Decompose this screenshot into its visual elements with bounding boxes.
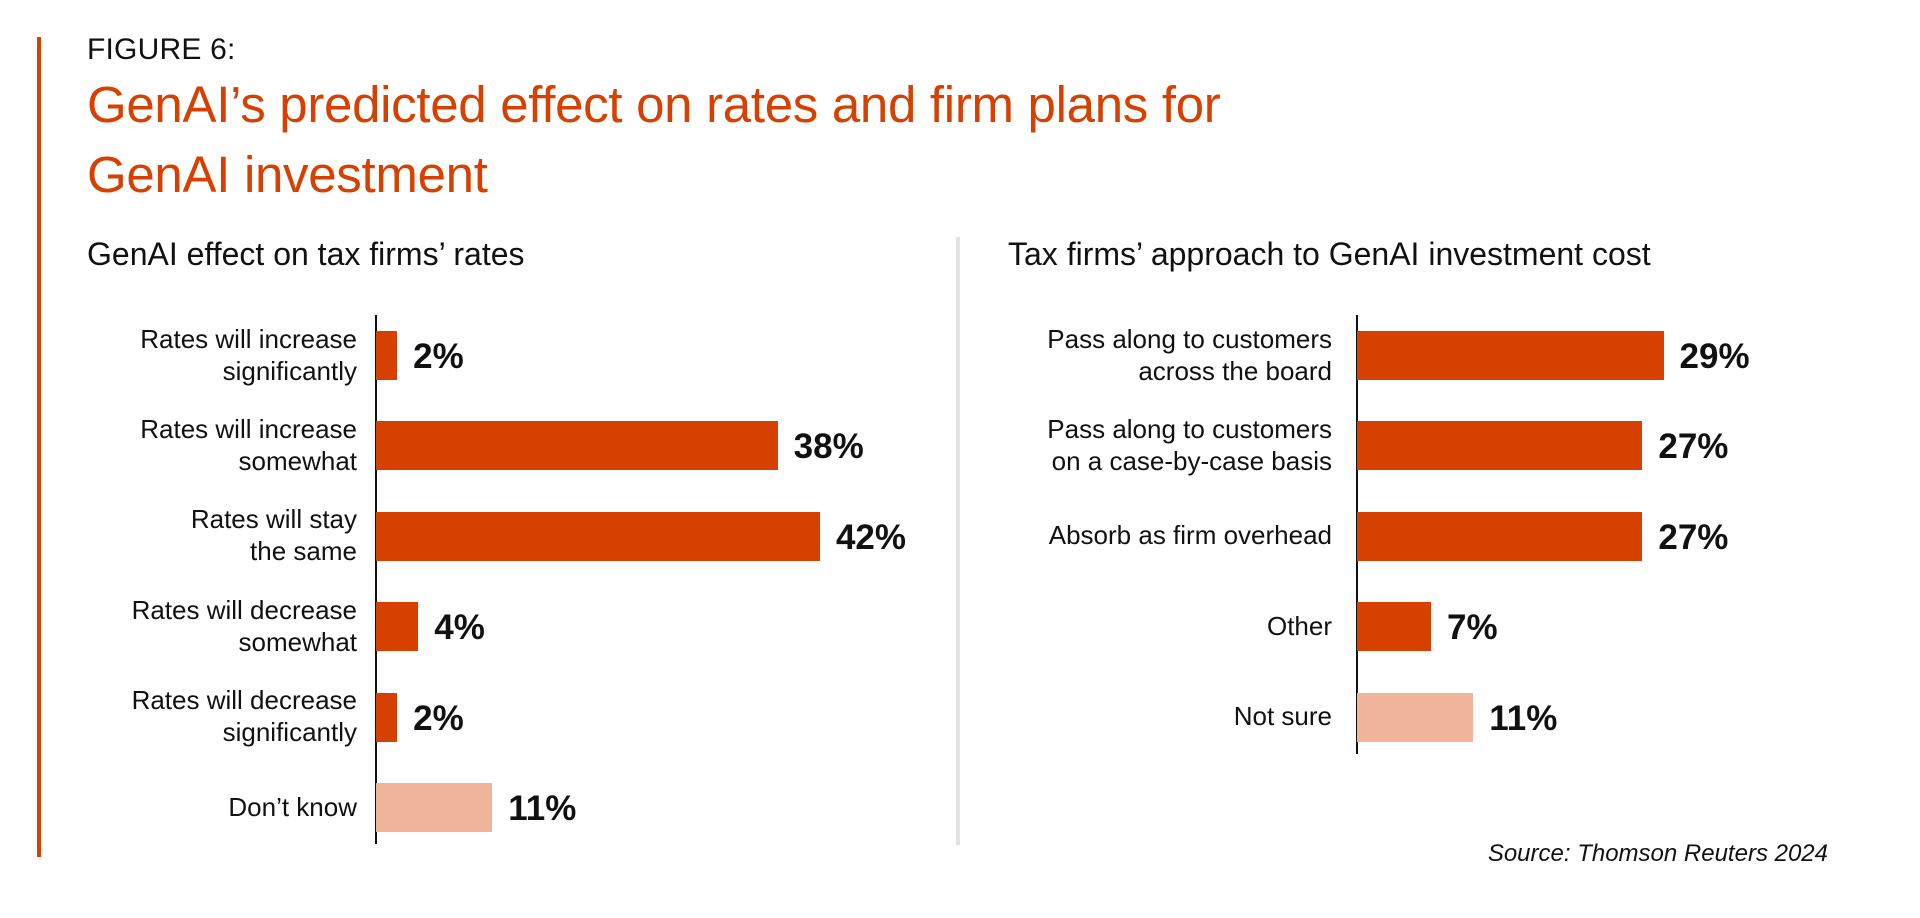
left-category-label-5: Rates will decrease significantly [131,685,357,748]
right-bar-2 [1357,421,1643,471]
right-bar-5 [1357,692,1474,742]
left-value-label-4: 4% [434,608,485,648]
left-category-label-1: Rates will increase significantly [140,323,357,386]
left-chart-axis [375,315,377,844]
left-bar-6 [376,783,493,832]
left-value-label-6: 11% [508,789,577,828]
left-value-label-3: 42% [835,517,906,557]
left-chart-title: GenAI effect on tax firms’ rates [87,236,525,272]
right-category-label-1: Pass along to customers across the board [1047,323,1332,386]
right-category-label-4: Other [1266,610,1332,641]
accent-rule [37,37,41,857]
right-bar-1 [1357,331,1664,380]
right-value-label-4: 7% [1446,608,1498,648]
right-chart-title: Tax firms’ approach to GenAI investment … [1008,236,1651,272]
left-category-label-3: Rates will stay the same [190,504,357,567]
right-category-label-5: Not sure [1233,701,1332,732]
right-bar-4 [1357,602,1431,652]
right-category-label-2: Pass along to customers on a case-by-case… [1047,413,1332,476]
source-note: Source: Thomson Reuters 2024 [1487,840,1828,867]
panel-divider [956,237,960,845]
left-category-label-6: Don’t know [228,791,357,822]
figure-title-line-1: GenAI’s predicted effect on rates and fi… [87,76,1221,133]
right-value-label-1: 29% [1679,337,1750,376]
left-bar-3 [376,511,820,561]
right-value-label-5: 11% [1489,698,1558,738]
left-value-label-1: 2% [413,337,464,376]
right-value-label-3: 27% [1658,517,1729,557]
figure-title: GenAI’s predicted effect on rates and fi… [87,70,1587,210]
figure-label: FIGURE 6: [87,33,236,66]
left-bar-1 [376,331,398,380]
left-bar-5 [376,692,398,742]
left-category-label-2: Rates will increase somewhat [140,413,357,476]
right-category-label-3: Absorb as firm overhead [1048,520,1332,551]
figure-title-line-2: GenAI investment [87,146,488,203]
left-value-label-2: 38% [793,427,864,467]
right-bar-3 [1357,511,1643,561]
right-value-label-2: 27% [1658,427,1729,467]
left-bar-4 [376,602,419,652]
left-bar-2 [376,421,778,471]
left-category-label-4: Rates will decrease somewhat [131,594,357,657]
left-value-label-5: 2% [413,698,464,738]
